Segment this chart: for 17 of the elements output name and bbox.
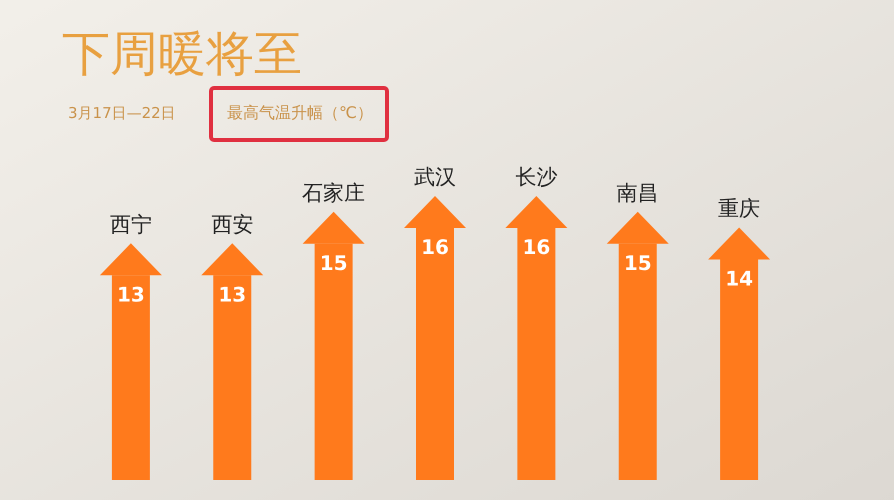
x-tick-label: 西宁	[110, 212, 152, 236]
data-label: 15	[320, 250, 348, 275]
chart-subtitle: 3月17日—22日	[68, 104, 176, 122]
data-label: 15	[624, 250, 652, 275]
data-label: 13	[218, 282, 246, 306]
data-label: 13	[116, 282, 145, 306]
x-tick-label: 西安	[211, 212, 254, 236]
x-tick-label: 南昌	[616, 180, 659, 205]
x-tick-label: 长沙	[515, 165, 558, 189]
x-tick-label: 重庆	[718, 196, 760, 220]
data-label: 16	[522, 235, 550, 259]
x-tick-label: 武汉	[414, 165, 456, 189]
text: 最高气温升幅（℃）	[227, 103, 373, 122]
data-label: 14	[725, 266, 754, 290]
chart-title: 下周暖将至	[62, 26, 302, 82]
data-label: 16	[421, 235, 449, 259]
x-tick-label: 石家庄	[302, 180, 366, 205]
